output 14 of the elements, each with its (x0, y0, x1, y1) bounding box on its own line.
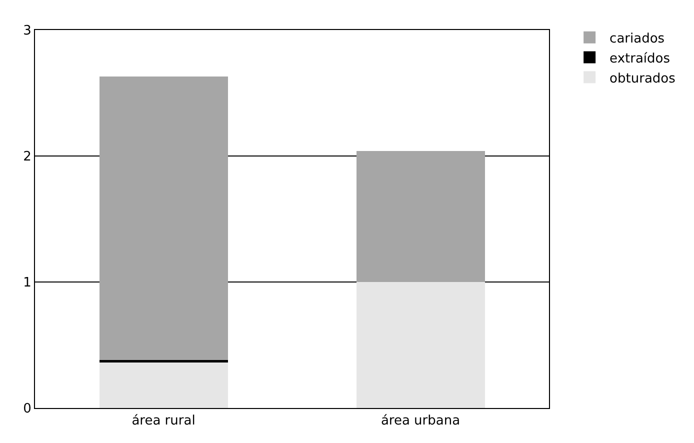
y-tick-label: 3 (23, 24, 32, 39)
bar (99, 76, 228, 360)
bar (99, 360, 228, 363)
y-tick-label: 0 (23, 402, 32, 417)
legend-label: cariados (610, 31, 665, 46)
bar (356, 150, 485, 282)
legend-label: extraídos (610, 51, 670, 66)
legend-label: obturados (610, 71, 676, 86)
x-tick-label: área urbana (380, 414, 460, 429)
bar (99, 362, 228, 408)
y-tick-label: 1 (23, 276, 32, 291)
x-tick-label: área rural (132, 414, 196, 429)
bar (356, 282, 485, 408)
y-tick-label: 2 (23, 150, 32, 165)
